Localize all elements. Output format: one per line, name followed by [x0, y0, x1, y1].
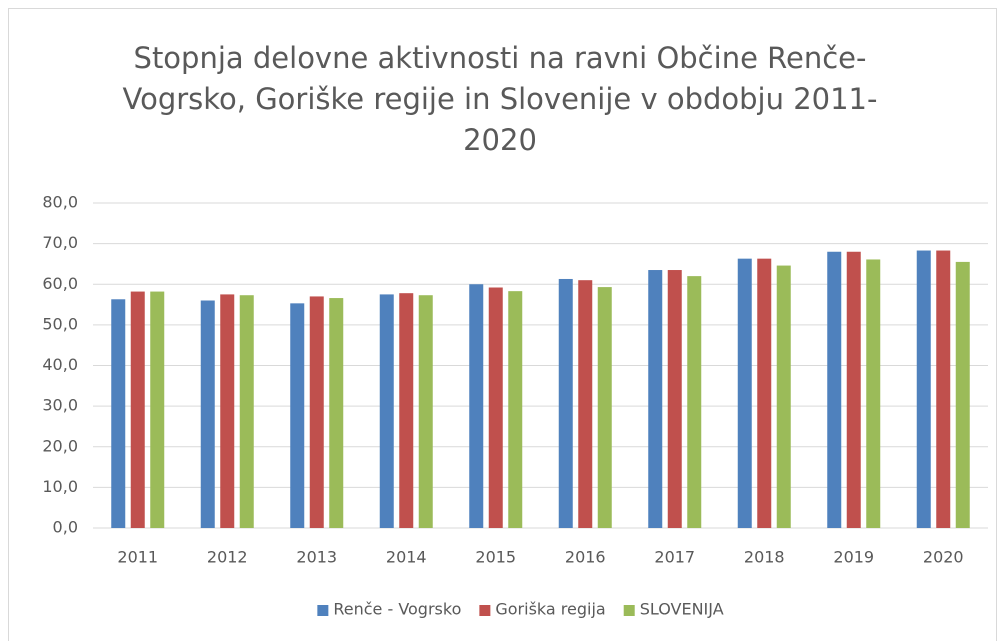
legend-swatch [623, 605, 635, 616]
x-tick-label: 2011 [117, 548, 158, 567]
y-tick-label: 30,0 [42, 396, 78, 415]
y-tick-label: 0,0 [53, 518, 78, 537]
y-tick-label: 80,0 [42, 193, 78, 212]
bar [936, 250, 951, 528]
bar [111, 299, 126, 528]
y-tick-label: 60,0 [42, 274, 78, 293]
legend-label: Renče - Vogrsko [333, 600, 461, 619]
x-tick-label: 2013 [296, 548, 337, 567]
bar [220, 294, 235, 528]
legend-swatch [317, 605, 329, 616]
bar [558, 278, 573, 528]
chart-title: Stopnja delovne aktivnosti na ravni Obči… [122, 41, 878, 157]
bar [757, 258, 772, 528]
legend-label: SLOVENIJA [640, 600, 724, 619]
x-tick-label: 2017 [654, 548, 695, 567]
legend-label: Goriška regija [495, 600, 605, 619]
bar [916, 250, 931, 528]
bar [290, 303, 305, 528]
y-tick-label: 20,0 [42, 436, 78, 455]
y-tick-label: 50,0 [42, 314, 78, 333]
bar [648, 270, 663, 528]
x-tick-label: 2014 [386, 548, 427, 567]
y-tick-label: 10,0 [42, 477, 78, 496]
bar [469, 284, 484, 528]
x-tick-label: 2016 [565, 548, 606, 567]
bar [418, 295, 433, 528]
bar [488, 287, 503, 528]
bar [399, 293, 414, 528]
x-tick-label: 2020 [923, 548, 964, 567]
bar [379, 294, 394, 528]
bar [130, 291, 145, 528]
bar [776, 265, 791, 528]
bar [827, 251, 842, 528]
bar [239, 295, 254, 528]
bar [737, 258, 752, 528]
bar [329, 298, 344, 528]
bar [200, 300, 215, 528]
bar [150, 291, 165, 528]
x-tick-label: 2015 [475, 548, 516, 567]
x-tick-label: 2018 [744, 548, 785, 567]
bar [508, 291, 523, 528]
bar [846, 251, 861, 528]
bar [866, 259, 881, 528]
bar [955, 261, 970, 528]
x-tick-label: 2012 [207, 548, 248, 567]
bar [597, 287, 612, 528]
bar [667, 270, 682, 528]
legend-swatch [479, 605, 491, 616]
bar [687, 276, 702, 528]
x-tick-label: 2019 [833, 548, 874, 567]
y-tick-label: 70,0 [42, 233, 78, 252]
bar [578, 280, 593, 528]
bar [309, 296, 324, 528]
y-tick-label: 40,0 [42, 355, 78, 374]
